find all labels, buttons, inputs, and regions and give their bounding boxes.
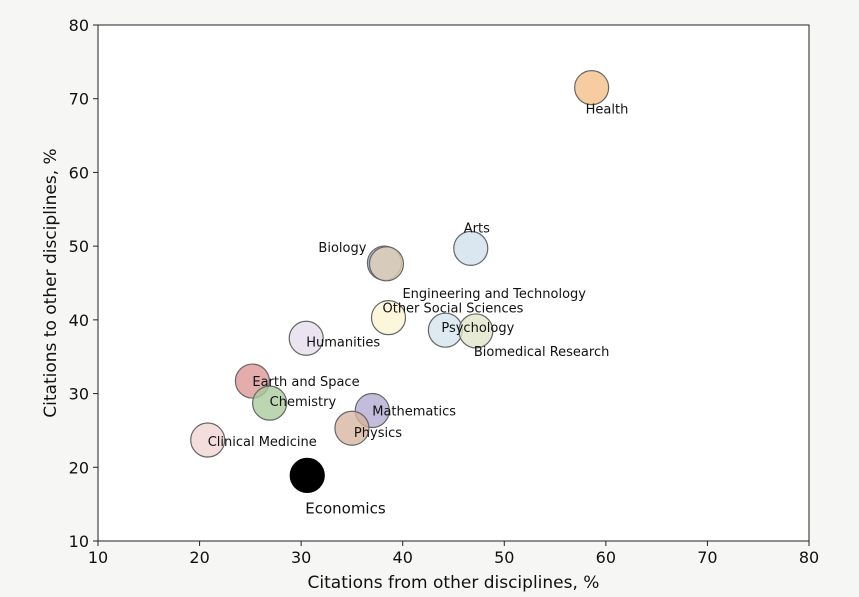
y-tick-label: 10 (69, 532, 89, 551)
y-tick-label: 50 (69, 237, 89, 256)
point-label-biomedical-research: Biomedical Research (474, 345, 610, 360)
bubble-chemistry (252, 385, 288, 421)
y-tick-label: 40 (69, 311, 89, 330)
y-tick-label: 70 (69, 90, 89, 109)
point-label-clinical-medicine: Clinical Medicine (208, 435, 317, 450)
y-tick-label: 20 (69, 458, 89, 477)
point-label-humanities: Humanities (306, 335, 380, 350)
point-label-physics: Physics (354, 426, 402, 441)
x-tick-label: 70 (697, 548, 717, 567)
point-label-earth-and-space: Earth and Space (252, 375, 359, 390)
x-tick-label: 50 (494, 548, 514, 567)
bubble-physics (334, 410, 370, 446)
point-label-chemistry: Chemistry (270, 395, 337, 410)
bubble-arts (453, 230, 489, 266)
bubble-other-social-sciences (370, 300, 407, 336)
x-axis-title: Citations from other disciplines, % (308, 573, 600, 593)
x-tick-label: 10 (88, 548, 108, 567)
y-tick-label: 60 (69, 163, 89, 182)
x-tick-label: 20 (189, 548, 209, 567)
point-label-psychology: Psychology (441, 321, 514, 336)
bubble-health (574, 70, 610, 106)
point-label-biology: Biology (318, 241, 366, 256)
y-axis-title: Citations to other disciplines, % (41, 148, 61, 417)
x-axis-ticks: 10 20 30 40 50 60 70 80 (88, 541, 819, 567)
bubble-clinical-medicine (190, 422, 226, 458)
x-tick-label: 40 (393, 548, 413, 567)
point-label-economics: Economics (305, 499, 386, 517)
bubble-engineering-and-technology (368, 246, 405, 282)
x-tick-label: 60 (596, 548, 616, 567)
x-tick-label: 80 (799, 548, 819, 567)
bubble-economics (289, 457, 325, 493)
point-labels: Health Arts Biology Engineering and Technol… (208, 103, 629, 518)
y-tick-label: 80 (69, 16, 89, 35)
bubble-humanities (288, 320, 324, 356)
point-label-mathematics: Mathematics (372, 405, 456, 420)
y-axis-ticks: 10 20 30 40 50 60 70 80 (69, 16, 98, 551)
point-label-engineering-and-technology: Engineering and Technology (402, 287, 586, 302)
plot-area (97, 24, 810, 542)
y-tick-label: 30 (69, 385, 89, 404)
point-label-health: Health (586, 103, 629, 118)
bubble-biomedical-research (458, 313, 494, 349)
bubbles (190, 70, 610, 493)
x-tick-label: 30 (291, 548, 311, 567)
point-label-other-social-sciences: Other Social Sciences (382, 302, 523, 317)
point-label-arts: Arts (464, 221, 490, 236)
